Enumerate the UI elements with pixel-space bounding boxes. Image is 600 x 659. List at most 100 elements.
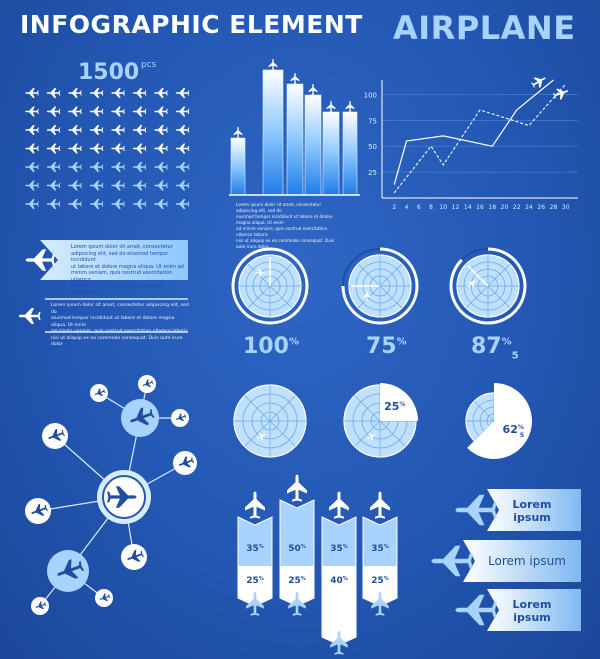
caption-line: ad minim veniam, quis nostrud exercitati… <box>236 226 328 237</box>
fleet-plane-icon <box>132 180 147 191</box>
banner-2-text: Lorem ipsum dolor sit amet, consectetur … <box>51 303 191 349</box>
plane-icon <box>326 100 336 113</box>
fleet-plane-icon <box>46 143 61 154</box>
column-top-percent: 35% <box>371 544 389 554</box>
series-line <box>393 83 567 194</box>
fleet-plane-icon <box>111 180 125 191</box>
fleet-plane-icon <box>132 88 147 98</box>
arrow-columns: 35% 25% 50% 25% 35% 40% 35% 25% <box>237 474 398 655</box>
column-plane-icon <box>329 491 349 519</box>
fleet-plane-icon <box>154 88 168 98</box>
fleet-plane-icon <box>25 88 39 98</box>
fleet-plane-icon <box>111 125 125 135</box>
text-line: adipiscing elit, sed do eiusmod tempor i… <box>71 250 169 264</box>
x-tick-label: 16 <box>476 204 484 211</box>
banner-1-text: Lorem ipsum dolor sit amet, consectetur … <box>71 244 189 296</box>
y-tick-label: 75 <box>368 117 377 125</box>
column-bottom-percent: 40% <box>330 576 348 586</box>
x-tick-label: 28 <box>550 204 558 211</box>
x-tick-label: 10 <box>439 204 447 211</box>
pie-slice <box>380 383 418 421</box>
fleet-plane-icon <box>154 125 168 135</box>
pie-label: 62% 5 <box>503 423 525 439</box>
label-plane-icon <box>431 545 473 577</box>
tower-bar <box>230 137 246 196</box>
radar-gauge <box>449 247 527 325</box>
fleet-plane-icon <box>89 88 104 98</box>
fleet-plane-icon <box>68 106 82 117</box>
fleet-plane-icon <box>154 106 168 117</box>
radar-pie: 25% <box>343 383 418 458</box>
radar-1-percent: 100% <box>243 334 299 359</box>
tower-bar <box>286 83 304 196</box>
column-bottom-percent: 25% <box>288 576 306 586</box>
caption-line: nisi ut aliquip ex ea commodo consequat.… <box>236 238 335 249</box>
label-line: Lorem <box>513 498 552 511</box>
radar-2-percent: 75% <box>366 334 407 359</box>
fleet-plane-icon <box>89 199 104 209</box>
plane-icon <box>233 126 243 139</box>
text-line: nisi ut aliquip ex ea commodo consequat.… <box>51 335 183 348</box>
plane-icon <box>25 249 55 271</box>
label-line: Lorem ipsum <box>488 554 566 568</box>
fleet-plane-icon <box>132 106 147 117</box>
fleet-plane-icon <box>175 199 190 209</box>
column-top-percent: 50% <box>288 544 306 554</box>
label-plane-icon <box>455 494 497 526</box>
column-plane-icon <box>287 474 307 502</box>
radar-progress <box>231 247 309 325</box>
radar-sweep <box>466 264 489 287</box>
x-tick-label: 22 <box>513 204 521 211</box>
fleet-plane-icon <box>25 162 39 172</box>
y-tick-label: 50 <box>368 143 377 151</box>
fleet-plane-icon <box>154 143 168 154</box>
x-tick-label: 6 <box>417 204 421 211</box>
plane-icon <box>529 72 549 91</box>
fleet-plane-icon <box>111 88 125 98</box>
arrow-column: 35% 25% <box>237 491 273 616</box>
text-line: ad minim veniam, quis nostrud exercitati… <box>51 329 188 334</box>
radar-gauges <box>231 247 527 325</box>
fleet-plane-icon <box>175 162 190 172</box>
fleet-plane-icon <box>175 143 190 154</box>
plane-label: Lorem ipsum <box>431 540 581 582</box>
radar-pie <box>233 384 307 458</box>
fleet-plane-icon <box>175 125 190 135</box>
x-tick-label: 8 <box>429 204 433 211</box>
label-line: Lorem <box>513 598 552 611</box>
plane-icon <box>345 100 355 113</box>
fleet-plane-icon <box>46 88 61 98</box>
caption-line: eiusmod tempor incididunt ut labore et d… <box>236 214 333 225</box>
plane-icon <box>308 83 318 96</box>
radar-gauge <box>341 247 419 325</box>
plane-icon <box>268 58 278 71</box>
radar-progress <box>341 247 419 325</box>
column-bottom-percent: 25% <box>371 576 389 586</box>
tower-bar <box>304 94 322 196</box>
page-title: INFOGRAPHIC ELEMENT <box>20 10 363 39</box>
x-tick-label: 26 <box>537 204 545 211</box>
fleet-plane-icon <box>68 125 82 135</box>
text-line: Lorem ipsum dolor sit amet, consectetur <box>71 244 173 250</box>
fleet-plane-icon <box>132 199 147 209</box>
fleet-plane-icon <box>89 162 104 172</box>
tower-bar <box>322 111 340 196</box>
fleet-plane-icon <box>68 180 82 191</box>
plane-icon <box>290 72 300 85</box>
banner-1 <box>25 240 188 280</box>
fleet-plane-icon <box>132 143 147 154</box>
radar-progress <box>449 247 527 325</box>
text-line: ut labore et dolore magna aliqua. Ut eni… <box>71 263 184 270</box>
radar-pies: 25% 62% 5 <box>233 383 532 459</box>
banner-2 <box>18 298 188 333</box>
tower-bar <box>262 69 284 196</box>
x-tick-label: 30 <box>562 204 570 211</box>
series-line <box>393 79 554 185</box>
fleet-plane-icon <box>132 125 147 135</box>
fleet-plane-icon <box>46 199 61 209</box>
fleet-plane-icon <box>25 199 39 209</box>
fleet-plane-icon <box>25 106 39 117</box>
